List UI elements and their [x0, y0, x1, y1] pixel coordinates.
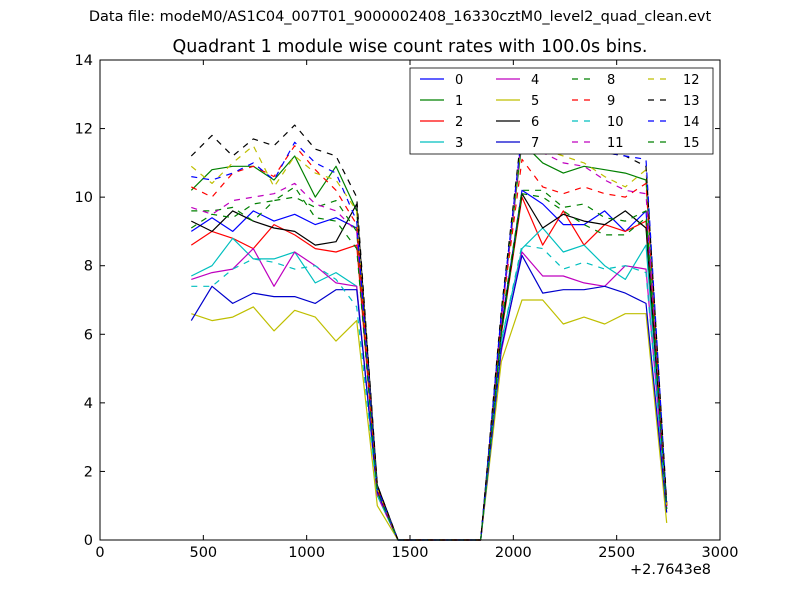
legend-label-4: 4: [531, 73, 539, 88]
y-tick-label: 6: [84, 327, 93, 343]
legend-label-7: 7: [531, 136, 539, 151]
y-tick-label: 4: [84, 396, 93, 412]
plot-lines: [190, 124, 668, 541]
series-line-1: [190, 141, 668, 541]
chart-title: Quadrant 1 module wise count rates with …: [172, 37, 648, 57]
legend-label-13: 13: [683, 94, 700, 109]
series-line-2: [190, 196, 668, 541]
x-tick-label: 2500: [598, 545, 635, 561]
series-line-11: [191, 134, 668, 541]
x-tick-label: 1500: [392, 545, 429, 561]
series-line-15: [190, 186, 668, 541]
y-tick-label: 8: [84, 259, 93, 275]
y-tick-label: 10: [75, 190, 93, 206]
legend-label-3: 3: [455, 136, 463, 151]
series-line-6: [191, 193, 668, 541]
x-tick-label: 500: [189, 545, 217, 561]
series-line-7: [190, 254, 668, 541]
legend-label-5: 5: [531, 94, 539, 109]
legend-label-8: 8: [607, 73, 615, 88]
legend-label-0: 0: [455, 73, 463, 88]
series-line-10: [191, 244, 668, 541]
series-line-5: [191, 299, 668, 541]
legend-label-2: 2: [455, 115, 463, 130]
y-tick-label: 0: [84, 533, 93, 549]
legend-label-14: 14: [683, 115, 700, 130]
legend-label-11: 11: [607, 136, 624, 151]
y-tick-label: 2: [84, 464, 93, 480]
series-line-3: [191, 227, 668, 541]
x-tick-label: 1000: [288, 545, 325, 561]
legend-label-15: 15: [683, 136, 700, 151]
series-line-13: [190, 124, 668, 541]
legend-label-12: 12: [683, 73, 700, 88]
y-tick-label: 14: [75, 53, 93, 69]
x-tick-label: 2000: [495, 545, 532, 561]
figure-suptitle: Data file: modeM0/AS1C04_007T01_90000024…: [88, 9, 712, 25]
legend-label-10: 10: [607, 115, 624, 130]
x-tick-label: 3000: [702, 545, 739, 561]
series-line-0: [190, 189, 668, 541]
x-axis-offset-label: +2.7643e8: [630, 562, 712, 578]
series-line-14: [191, 131, 668, 541]
series-line-8: [191, 189, 668, 541]
y-tick-label: 12: [75, 122, 93, 138]
legend-box: [409, 67, 714, 155]
series-line-9: [191, 145, 668, 541]
series-line-4: [191, 248, 668, 541]
legend-label-1: 1: [455, 94, 463, 109]
x-tick-label: 0: [95, 545, 104, 561]
legend-label-9: 9: [607, 94, 615, 109]
legend-label-6: 6: [531, 115, 539, 130]
